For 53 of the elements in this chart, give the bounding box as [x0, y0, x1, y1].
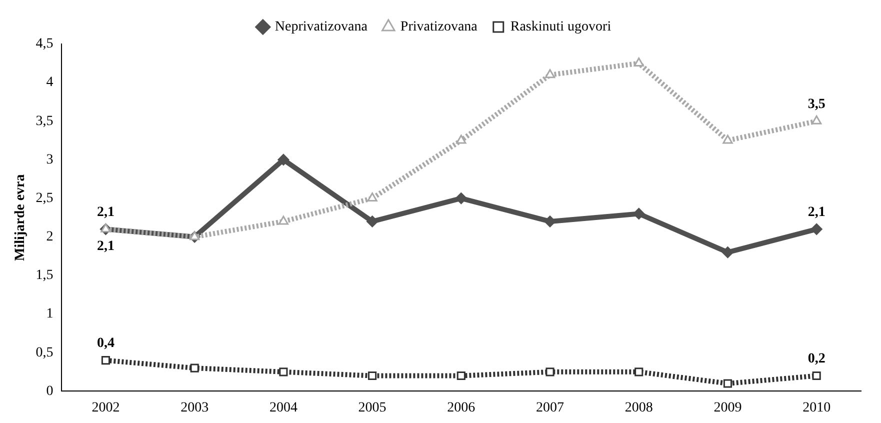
data-label: 2,1: [808, 204, 826, 220]
point: [456, 134, 466, 144]
point: [544, 69, 556, 78]
y-tick-label: 4,5: [36, 36, 54, 52]
y-tick-label: 0: [46, 384, 54, 399]
point: [722, 246, 734, 258]
point: [634, 368, 644, 376]
point: [723, 379, 732, 388]
y-tick-label: 0,5: [36, 345, 54, 360]
point: [455, 192, 467, 204]
point: [190, 231, 200, 240]
x-tick-label: 2005: [358, 400, 386, 416]
legend-label: Privatizovana: [400, 20, 478, 35]
point: [812, 371, 821, 380]
y-tick-label: 3,5: [36, 114, 54, 129]
point: [546, 368, 554, 376]
x-tick-label: 2003: [180, 400, 209, 416]
point: [456, 371, 466, 380]
x-tick-label: 2010: [802, 400, 831, 416]
data-label: 0,4: [96, 336, 114, 351]
y-tick-label: 3: [46, 152, 54, 168]
x-tick-label: 2008: [624, 400, 653, 416]
y-tick-label: 4: [46, 75, 54, 90]
point: [279, 368, 288, 376]
y-axis-title: Milijarde evra: [13, 174, 28, 261]
point: [278, 154, 290, 166]
y-tick-label: 1,5: [36, 268, 54, 284]
data-label: 2,1: [96, 204, 114, 220]
legend-label: Raskinuti ugovori: [510, 20, 612, 35]
point: [633, 208, 645, 220]
point: [722, 134, 733, 144]
x-tick-label: 2006: [447, 400, 476, 416]
x-tick-label: 2002: [92, 400, 120, 416]
legend-label: Neprivatizovana: [274, 20, 368, 35]
point: [190, 364, 199, 372]
data-label: 3,5: [808, 96, 826, 112]
point: [368, 371, 377, 380]
x-tick-label: 2007: [536, 400, 564, 416]
point: [634, 58, 644, 67]
y-tick-label: 2: [46, 230, 54, 245]
data-label: 0,2: [808, 351, 826, 366]
point: [367, 192, 378, 202]
point: [811, 115, 822, 124]
point: [101, 356, 110, 365]
point: [810, 223, 822, 235]
point: [366, 216, 378, 228]
x-tick-label: 2009: [714, 400, 742, 416]
x-tick-label: 2004: [269, 400, 298, 416]
data-label: 2,1: [96, 238, 114, 254]
point: [100, 223, 111, 232]
y-tick-label: 2,5: [36, 190, 54, 206]
y-tick-label: 1: [46, 306, 54, 322]
point: [278, 216, 289, 225]
